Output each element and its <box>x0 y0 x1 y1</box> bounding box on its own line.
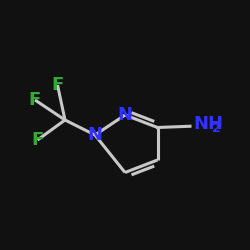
Text: N: N <box>88 126 102 144</box>
Text: 2: 2 <box>212 122 221 135</box>
Text: F: F <box>32 131 44 149</box>
Text: N: N <box>118 106 132 124</box>
Text: F: F <box>52 76 64 94</box>
Text: F: F <box>29 91 41 109</box>
Text: NH: NH <box>194 115 224 133</box>
